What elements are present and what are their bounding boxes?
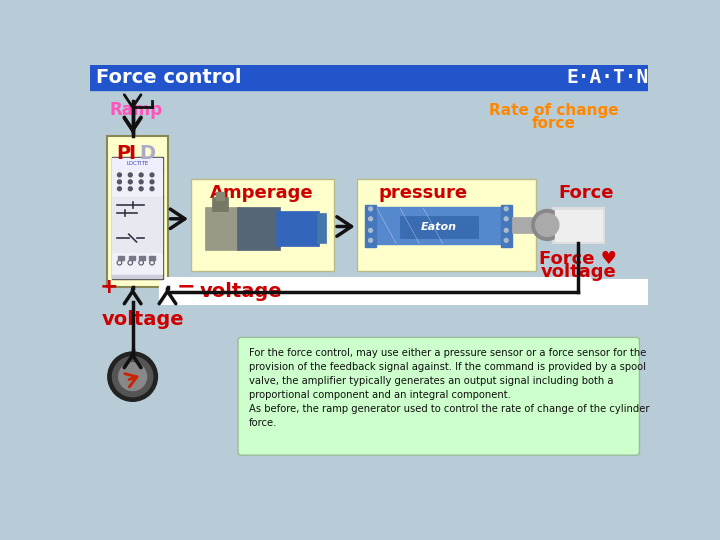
Bar: [160, 280, 720, 303]
Circle shape: [128, 180, 132, 184]
Bar: [375, 207, 503, 244]
Bar: [276, 211, 319, 246]
Circle shape: [150, 173, 154, 177]
Bar: [107, 137, 168, 287]
Text: Ramp: Ramp: [109, 101, 163, 119]
Text: pressure: pressure: [379, 184, 468, 202]
Text: Force: Force: [558, 184, 613, 202]
Bar: [112, 197, 162, 228]
Circle shape: [369, 207, 372, 211]
Text: voltage: voltage: [102, 309, 184, 329]
Circle shape: [150, 180, 154, 184]
Bar: [112, 275, 162, 278]
Text: Force control: Force control: [96, 68, 242, 86]
Bar: [90, 65, 648, 90]
Circle shape: [504, 207, 508, 211]
Text: E·A·T·N: E·A·T·N: [567, 68, 649, 86]
Circle shape: [128, 173, 132, 177]
Bar: [139, 256, 145, 260]
Circle shape: [117, 173, 122, 177]
Text: Eaton: Eaton: [420, 222, 456, 232]
Circle shape: [119, 363, 147, 390]
Text: Force ♥: Force ♥: [539, 249, 617, 268]
Bar: [317, 213, 326, 244]
Bar: [160, 278, 590, 303]
Bar: [204, 207, 240, 249]
Text: voltage: voltage: [200, 282, 282, 301]
Text: −: −: [177, 276, 195, 296]
FancyBboxPatch shape: [238, 338, 639, 455]
Bar: [149, 256, 155, 260]
Bar: [555, 210, 602, 241]
Bar: [191, 179, 334, 271]
Text: D: D: [140, 144, 156, 163]
Bar: [112, 253, 162, 274]
Bar: [554, 208, 604, 242]
Bar: [512, 217, 539, 233]
Circle shape: [369, 239, 372, 242]
Bar: [216, 192, 224, 200]
Circle shape: [139, 180, 143, 184]
Circle shape: [108, 352, 158, 401]
Circle shape: [150, 187, 154, 191]
Circle shape: [536, 213, 559, 237]
Bar: [357, 179, 536, 271]
Circle shape: [139, 187, 143, 191]
Circle shape: [112, 356, 153, 397]
Bar: [112, 229, 162, 252]
Text: Amperage: Amperage: [210, 184, 314, 202]
Text: P: P: [117, 144, 130, 163]
Bar: [118, 256, 124, 260]
Circle shape: [504, 239, 508, 242]
Text: +: +: [99, 276, 118, 296]
Bar: [212, 197, 228, 211]
Bar: [112, 157, 163, 279]
Bar: [400, 217, 477, 238]
Circle shape: [504, 228, 508, 232]
Circle shape: [139, 173, 143, 177]
Text: force: force: [531, 116, 575, 131]
Text: voltage: voltage: [541, 264, 616, 281]
Bar: [500, 205, 512, 247]
Circle shape: [532, 210, 563, 240]
Circle shape: [369, 228, 372, 232]
Text: Rate of change: Rate of change: [489, 103, 618, 118]
Circle shape: [117, 180, 122, 184]
Circle shape: [117, 187, 122, 191]
Text: For the force control, may use either a pressure sensor or a force sensor for th: For the force control, may use either a …: [249, 348, 649, 428]
Bar: [129, 256, 135, 260]
Bar: [112, 170, 162, 197]
Text: I: I: [129, 144, 136, 163]
Bar: [238, 207, 280, 249]
Circle shape: [369, 217, 372, 221]
Text: LOCTITE: LOCTITE: [126, 161, 148, 166]
Bar: [570, 65, 647, 90]
Circle shape: [128, 187, 132, 191]
Bar: [112, 158, 162, 168]
Bar: [365, 205, 376, 247]
Circle shape: [504, 217, 508, 221]
